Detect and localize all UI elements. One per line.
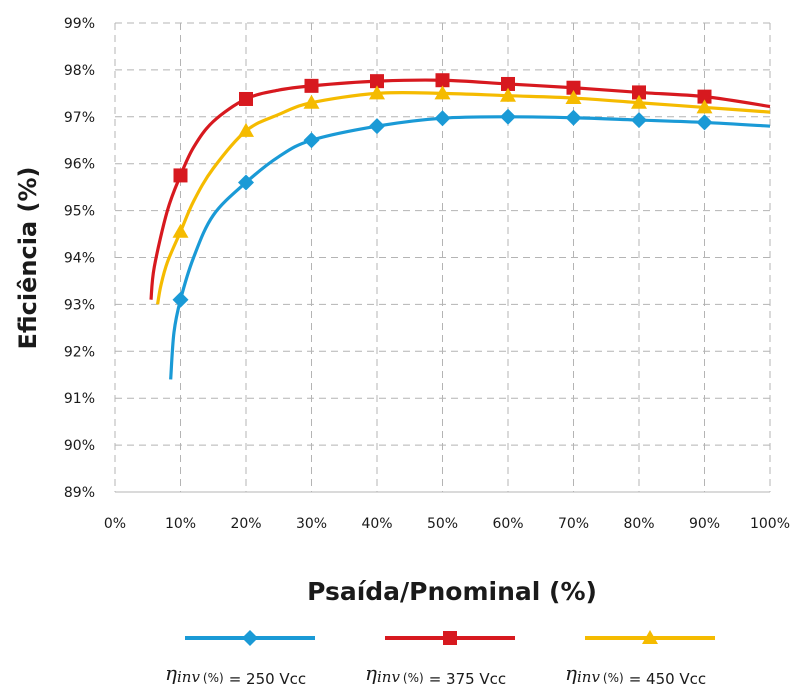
legend-item: ηinv (%) = 250 Vcc: [165, 630, 315, 688]
x-tick-label: 30%: [296, 516, 327, 532]
y-tick-label: 89%: [64, 485, 95, 501]
y-tick-label: 99%: [64, 16, 95, 32]
legend-marker: [242, 630, 258, 646]
x-tick-label: 100%: [750, 516, 790, 532]
data-point-marker: [304, 132, 320, 148]
x-tick-label: 70%: [558, 516, 589, 532]
y-tick-label: 98%: [64, 63, 95, 79]
x-tick-label: 40%: [361, 516, 392, 532]
legend: ηinv (%) = 250 Vcc ηinv (%) = 375 Vcc ηinv (%) =…: [165, 630, 715, 688]
series-250-vcc: [171, 109, 770, 380]
x-tick-label: 60%: [492, 516, 523, 532]
x-tick-label: 50%: [427, 516, 458, 532]
data-point-marker: [173, 224, 189, 238]
series-group: [151, 73, 770, 379]
legend-label: ηinv (%) = 375 Vcc: [365, 661, 506, 688]
y-tick-label: 90%: [64, 438, 95, 454]
legend-label: ηinv (%) = 450 Vcc: [565, 661, 706, 688]
data-point-marker: [500, 109, 516, 125]
data-point-marker: [174, 168, 188, 182]
legend-label: ηinv (%) = 250 Vcc: [165, 661, 306, 688]
series-line: [151, 80, 770, 300]
x-tick-label: 80%: [623, 516, 654, 532]
x-tick-label: 90%: [689, 516, 720, 532]
data-point-marker: [369, 118, 385, 134]
x-axis-label: Psaída/Pnominal (%): [307, 577, 597, 606]
legend-marker: [443, 631, 457, 645]
legend-item: ηinv (%) = 450 Vcc: [565, 630, 715, 688]
y-tick-label: 93%: [64, 297, 95, 313]
y-tick-label: 96%: [64, 157, 95, 173]
data-point-marker: [697, 114, 713, 130]
legend-item: ηinv (%) = 375 Vcc: [365, 631, 515, 688]
x-tick-label: 0%: [104, 516, 126, 532]
data-point-marker: [238, 123, 254, 137]
y-axis-label: Eficiência (%): [14, 167, 42, 350]
y-tick-label: 97%: [64, 110, 95, 126]
data-point-marker: [566, 110, 582, 126]
y-tick-label: 94%: [64, 251, 95, 267]
series-line: [158, 93, 770, 305]
data-point-marker: [435, 110, 451, 126]
data-point-marker: [173, 292, 189, 308]
y-tick-label: 92%: [64, 344, 95, 360]
y-tick-label: 95%: [64, 204, 95, 220]
y-axis-ticks: 89% 90% 91% 92% 93% 94% 95% 96% 97% 98% 99%: [64, 16, 95, 501]
data-point-marker: [631, 112, 647, 128]
x-tick-label: 20%: [230, 516, 261, 532]
x-axis-ticks: 0% 10% 20% 30% 40% 50% 60% 70% 80% 90% 100%: [104, 516, 790, 532]
data-point-marker: [436, 73, 450, 87]
data-point-marker: [305, 79, 319, 93]
series-line: [171, 117, 770, 380]
x-tick-label: 10%: [165, 516, 196, 532]
y-tick-label: 91%: [64, 391, 95, 407]
data-point-marker: [239, 92, 253, 106]
